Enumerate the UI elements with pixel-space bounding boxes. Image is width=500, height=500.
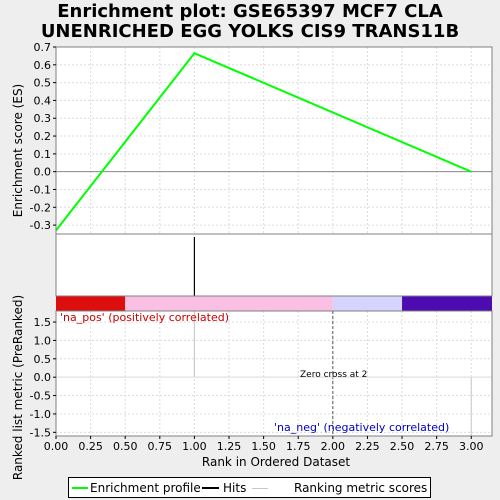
es-ytick-label: 0.3 xyxy=(34,112,52,125)
xtick-label: 0.75 xyxy=(148,440,173,453)
es-ytick-label: 0.0 xyxy=(34,166,52,179)
legend-label-profile: Enrichment profile xyxy=(90,481,201,495)
es-ytick-label: 0.7 xyxy=(34,41,52,54)
es-y-axis-label: Enrichment score (ES) xyxy=(11,84,25,217)
es-ytick-label: 0.1 xyxy=(34,148,52,161)
metric-ytick-label: 1.0 xyxy=(34,334,52,347)
chart-title-line-2: UNENRICHED EGG YOLKS CIS9 TRANS11B xyxy=(40,21,460,42)
es-ytick-label: 0.4 xyxy=(34,94,52,107)
heatbar-segment xyxy=(332,296,403,311)
x-axis-label: Rank in Ordered Dataset xyxy=(202,455,350,469)
heatbar-segment xyxy=(56,296,126,311)
es-panel-background xyxy=(56,47,492,234)
chart-title: Enrichment plot: GSE65397 MCF7 CLA UNENR… xyxy=(0,2,500,42)
legend-swatch-hits xyxy=(202,487,219,489)
pos-correlated-label: 'na_pos' (positively correlated) xyxy=(60,311,229,324)
hits-panel-background xyxy=(56,234,492,296)
legend-label-hits: Hits xyxy=(223,481,247,495)
metric-ytick-label: 1.5 xyxy=(34,316,52,329)
metric-y-axis-label: Ranked list metric (PreRanked) xyxy=(11,295,25,480)
xtick-label: 2.25 xyxy=(355,440,380,453)
metric-ytick-label: 0.0 xyxy=(34,371,52,384)
xtick-label: 3.00 xyxy=(459,440,484,453)
xtick-label: 1.00 xyxy=(182,440,207,453)
legend-swatch-profile xyxy=(72,487,88,489)
neg-correlated-label: 'na_neg' (negatively correlated) xyxy=(274,421,449,434)
xtick-label: 2.00 xyxy=(321,440,346,453)
legend: Enrichment profile Hits Ranking metric s… xyxy=(68,477,431,498)
metric-ytick-label: -1.0 xyxy=(30,408,51,421)
heatbar-segment xyxy=(402,296,492,311)
xtick-label: 0.50 xyxy=(113,440,138,453)
metric-panel-border xyxy=(55,310,493,437)
xtick-label: 1.50 xyxy=(251,440,276,453)
xtick-label: 1.75 xyxy=(286,440,311,453)
enrichment-profile-line xyxy=(55,51,472,232)
heatbar-segment xyxy=(125,296,333,311)
es-ytick-label: 0.6 xyxy=(34,59,52,72)
xtick-label: 1.25 xyxy=(217,440,242,453)
xtick-label: 2.50 xyxy=(390,440,415,453)
legend-swatch-ranking xyxy=(252,488,268,489)
legend-label-ranking: Ranking metric scores xyxy=(294,481,428,495)
es-ytick-label: -0.2 xyxy=(30,201,51,214)
es-ytick-label: 0.5 xyxy=(34,77,52,90)
metric-panel-background xyxy=(56,311,492,436)
es-ytick-label: -0.1 xyxy=(30,183,51,196)
es-ytick-label: -0.3 xyxy=(30,219,51,232)
xtick-label: 0.00 xyxy=(44,440,69,453)
zero-cross-label: Zero cross at 2 xyxy=(300,370,367,380)
es-ytick-label: 0.2 xyxy=(34,130,52,143)
chart-title-line-1: Enrichment plot: GSE65397 MCF7 CLA xyxy=(57,1,443,22)
metric-ytick-label: -0.5 xyxy=(30,390,51,403)
metric-ytick-label: 0.5 xyxy=(34,353,52,366)
metric-ytick-label: -1.5 xyxy=(30,426,51,439)
hits-panel-border xyxy=(55,233,493,297)
xtick-label: 2.75 xyxy=(424,440,449,453)
xtick-label: 0.25 xyxy=(78,440,103,453)
